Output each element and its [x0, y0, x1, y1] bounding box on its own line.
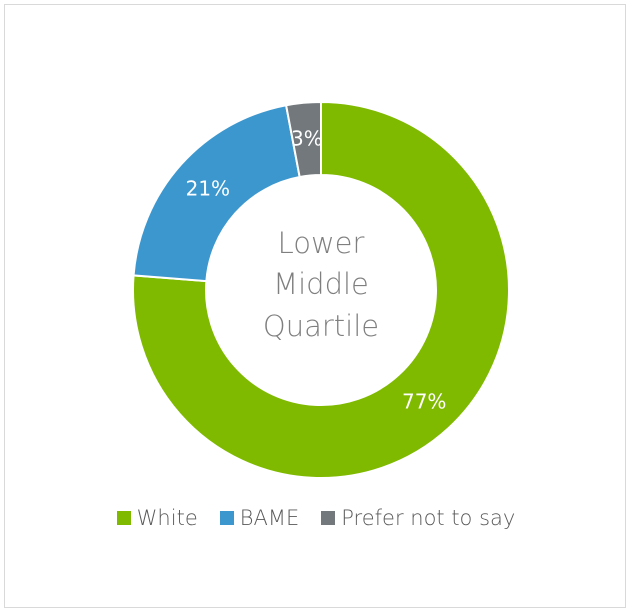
legend-item-white: White	[116, 506, 198, 530]
legend-swatch-white	[116, 511, 131, 525]
legend-item-bame: BAME	[219, 506, 300, 530]
legend-label-prefer-not-to-say: Prefer not to say	[341, 506, 516, 530]
donut-slice-prefer-not-to-say	[284, 100, 322, 179]
slice-label-bame: 21%	[186, 177, 230, 201]
chart-legend: White BAME Prefer not to say	[0, 506, 632, 530]
legend-swatch-bame	[219, 511, 234, 525]
slice-label-prefer-not-to-say: 3%	[291, 127, 323, 151]
center-title-line-3: Quartile	[263, 309, 379, 343]
legend-label-white: White	[136, 506, 198, 530]
legend-swatch-prefer-not-to-say	[321, 511, 336, 525]
donut-slice-labels: 77% 21% 3%	[186, 127, 447, 414]
center-title-line-1: Lower	[278, 226, 365, 260]
donut-slice-white	[132, 100, 510, 479]
donut-slice-bame	[132, 104, 301, 283]
center-title-line-2: Middle	[273, 267, 369, 301]
slice-label-white: 77%	[402, 390, 446, 414]
legend-label-bame: BAME	[239, 506, 300, 530]
donut-slices	[132, 100, 510, 479]
legend-item-prefer-not-to-say: Prefer not to say	[321, 506, 515, 530]
